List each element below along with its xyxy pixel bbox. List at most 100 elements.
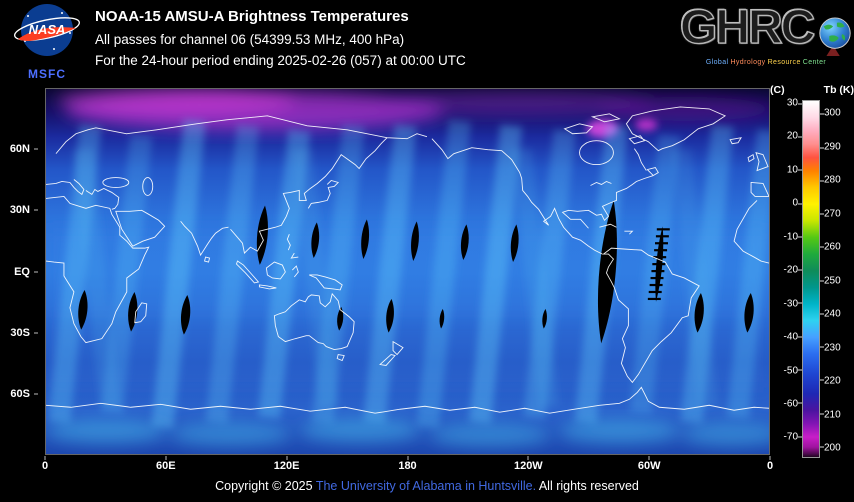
x-tick-label: 60W <box>637 460 661 472</box>
y-tick-label: 60S <box>10 387 30 400</box>
colorbar-celsius-header: (C) <box>770 84 785 96</box>
msfc-label: MSFC <box>28 67 66 81</box>
copyright-university: The University of Alabama in Huntsville. <box>315 479 537 493</box>
caspian-sea-outline <box>142 177 154 196</box>
black-sea-outline <box>102 177 130 188</box>
ghrc-tagline-word: Resource <box>767 59 801 66</box>
celsius-tick-label: -70 <box>783 431 798 443</box>
nasa-block: NASA MSFC <box>8 3 86 81</box>
ghrc-acronym: GHRC <box>679 1 816 54</box>
kelvin-tick-mark <box>820 180 824 182</box>
celsius-tick-mark <box>798 336 802 338</box>
x-tick-mark <box>165 456 167 460</box>
ghrc-tagline-word: Global <box>705 59 729 66</box>
kelvin-tick-mark <box>820 413 824 415</box>
celsius-tick-mark <box>798 302 802 304</box>
kelvin-tick-label: 210 <box>824 409 841 420</box>
data-gap-lenses <box>78 200 754 344</box>
y-tick-mark <box>34 332 38 334</box>
y-tick-mark <box>34 209 38 211</box>
celsius-tick-label: 0 <box>792 197 798 209</box>
page-subtitle: All passes for channel 06 (54399.53 MHz,… <box>95 32 405 47</box>
celsius-tick-mark <box>798 369 802 371</box>
x-tick-mark <box>769 456 771 460</box>
kelvin-tick-label: 240 <box>824 308 841 320</box>
celsius-tick-mark <box>798 236 802 238</box>
kelvin-tick-mark <box>820 113 824 115</box>
x-tick-label: 0 <box>766 460 774 472</box>
kelvin-tick-mark <box>820 147 824 149</box>
y-tick-label: 60N <box>9 143 30 156</box>
celsius-tick-label: -10 <box>783 231 798 243</box>
celsius-tick-mark <box>798 203 802 205</box>
kelvin-scale: 300 290 280 270 260 250 240 230 220 210 200 <box>824 100 854 458</box>
x-axis-labels: 0 60E 120E 180 120W 60W 0 <box>41 456 774 474</box>
y-axis-labels: 60N 30N EQ 30S 60S <box>0 88 40 455</box>
colorbar: (C) Tb (K) 30 20 10 0 -10 -20 -30 -40 -50 -60 -70 … <box>770 84 854 476</box>
colorbar-header: (C) Tb (K) <box>770 84 854 96</box>
celsius-tick-mark <box>798 136 802 138</box>
kelvin-tick-mark <box>820 313 824 315</box>
celsius-tick-label: 10 <box>786 164 798 176</box>
x-tick-label: 120W <box>513 460 543 472</box>
kelvin-tick-mark <box>820 280 824 282</box>
kelvin-tick-label: 260 <box>824 241 841 253</box>
colorbar-gradient <box>798 100 824 458</box>
coastline-path <box>46 106 769 414</box>
celsius-tick-label: -30 <box>783 298 798 310</box>
x-tick-label: 60E <box>156 460 176 472</box>
y-tick-mark <box>34 271 38 272</box>
kelvin-tick-mark <box>820 346 824 348</box>
celsius-tick-mark <box>798 269 802 271</box>
ghrc-globe-icon <box>819 17 851 56</box>
ghrc-logo: GHRC Global Hydrology Resource Center <box>679 1 852 82</box>
y-tick-mark <box>34 393 38 395</box>
y-tick-label: 30N <box>9 204 30 217</box>
copyright-suffix: All rights reserved <box>536 479 639 493</box>
nasa-wordmark: NASA <box>29 22 66 37</box>
celsius-tick-label: -60 <box>783 398 798 410</box>
celsius-tick-mark <box>798 436 802 438</box>
celsius-tick-label: -20 <box>783 264 798 276</box>
y-tick-mark <box>34 148 38 150</box>
x-tick-label: 180 <box>398 460 417 472</box>
celsius-tick-mark <box>798 169 802 171</box>
kelvin-tick-mark <box>820 379 824 381</box>
title-block: NOAA-15 AMSU-A Brightness Temperatures A… <box>95 8 466 74</box>
celsius-tick-label: -40 <box>783 331 798 343</box>
celsius-scale: 30 20 10 0 -10 -20 -30 -40 -50 -60 -70 <box>770 97 798 458</box>
south-bright-patches <box>46 418 769 448</box>
coastlines <box>46 106 769 414</box>
kelvin-tick-label: 230 <box>824 342 841 354</box>
celsius-tick-mark <box>798 402 802 404</box>
nasa-logo-icon: NASA <box>14 4 80 56</box>
celsius-tick-label: 20 <box>786 130 798 142</box>
kelvin-tick-label: 300 <box>824 107 841 119</box>
page-title: NOAA-15 AMSU-A Brightness Temperatures <box>95 8 409 25</box>
copyright-line: Copyright © 2025 The University of Alaba… <box>0 479 854 493</box>
map-plot <box>45 88 770 455</box>
kelvin-tick-label: 290 <box>824 141 841 153</box>
x-tick-label: 0 <box>41 460 49 472</box>
x-tick-mark <box>44 456 46 460</box>
ghrc-tagline: Global Hydrology Resource Center <box>680 59 852 66</box>
map-canvas <box>46 89 769 454</box>
kelvin-tick-mark <box>820 446 824 448</box>
kelvin-tick-mark <box>820 213 824 215</box>
kelvin-tick-label: 280 <box>824 174 841 186</box>
colorbar-kelvin-header: Tb (K) <box>823 84 854 96</box>
hudson-bay-outline <box>579 140 614 166</box>
celsius-tick-label: -50 <box>783 365 798 376</box>
x-tick-mark <box>527 456 529 460</box>
kelvin-tick-label: 200 <box>824 442 841 454</box>
celsius-tick-label: 30 <box>786 97 798 109</box>
y-tick-label: EQ <box>14 265 30 278</box>
celsius-tick-mark <box>798 103 802 105</box>
x-tick-label: 120E <box>273 460 300 472</box>
kelvin-tick-label: 220 <box>824 375 841 387</box>
y-tick-label: 30S <box>10 326 30 339</box>
x-tick-mark <box>407 456 408 460</box>
kelvin-tick-mark <box>820 246 824 248</box>
kelvin-tick-label: 250 <box>824 275 841 287</box>
